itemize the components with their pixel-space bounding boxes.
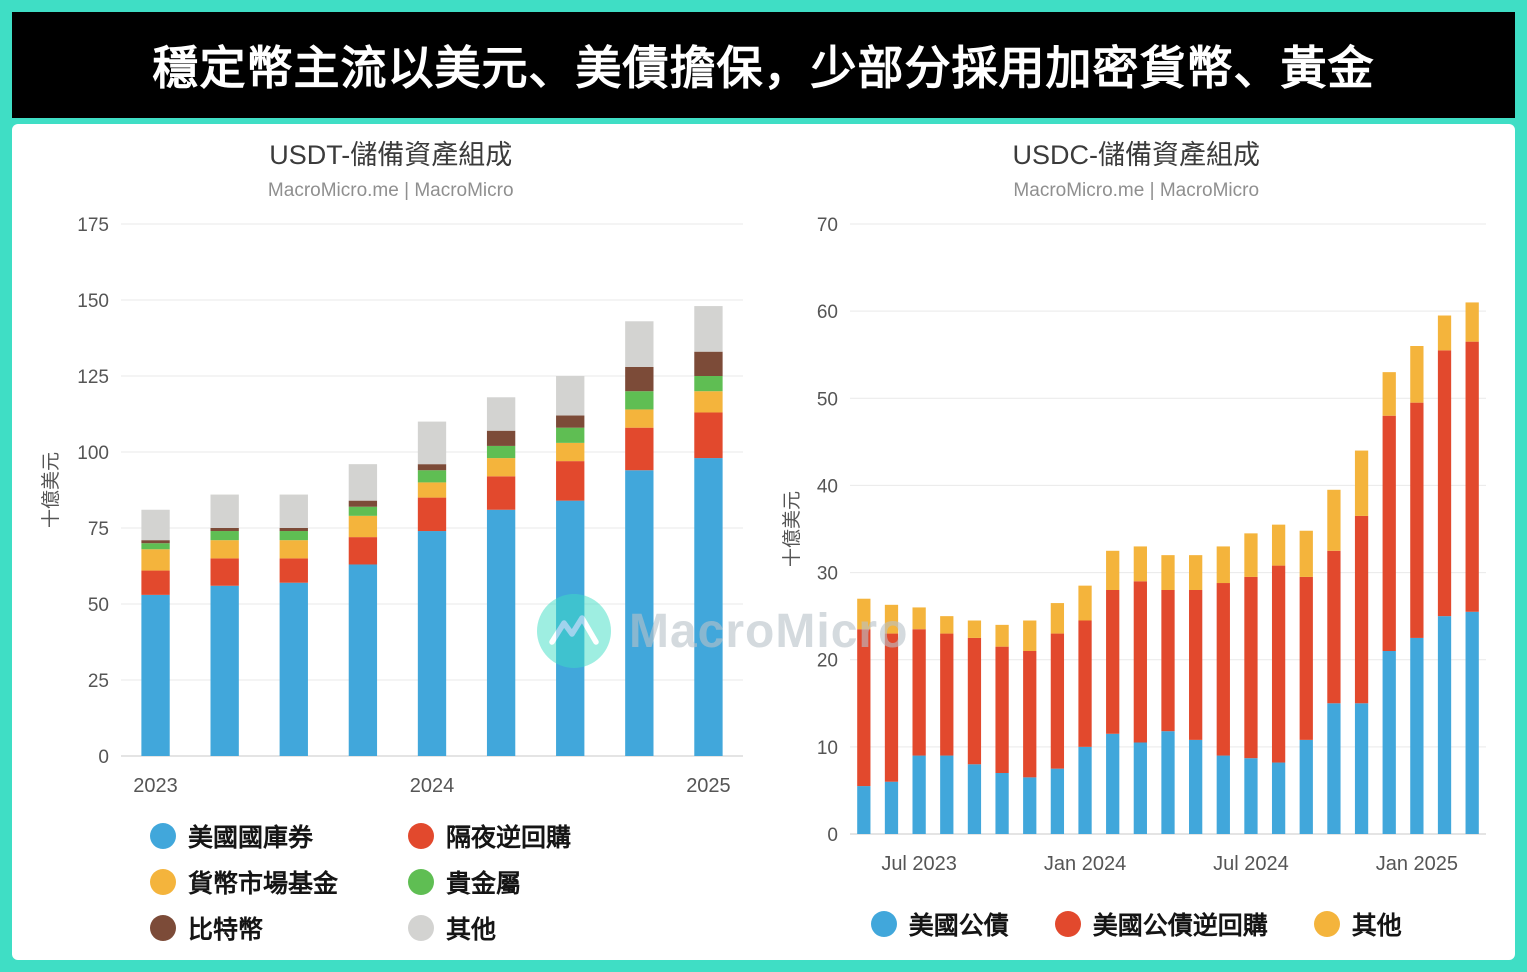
legend-color-dot [408, 869, 435, 895]
legend-item: 美國公債 [870, 906, 1009, 942]
svg-text:十億美元: 十億美元 [781, 491, 803, 567]
svg-text:Jul 2024: Jul 2024 [1213, 853, 1289, 875]
svg-text:50: 50 [88, 595, 109, 616]
svg-text:50: 50 [817, 389, 838, 410]
legend-item: 其他 [408, 910, 571, 946]
usdt-chart-legend: 美國國庫券 隔夜逆回購貨幣市場基金 貴金屬比特幣 其他 [18, 818, 764, 946]
svg-text:175: 175 [77, 215, 109, 236]
legend-item: 貨幣市場基金 [150, 864, 338, 900]
svg-text:40: 40 [817, 476, 838, 497]
legend-label: 貴金屬 [446, 870, 522, 898]
legend-item: 比特幣 [150, 910, 338, 946]
legend-color-dot [1313, 911, 1340, 937]
usdt-chart-subtitle: MacroMicro.me | MacroMicro [267, 180, 514, 201]
legend-label: 美國國庫券 [188, 824, 314, 852]
svg-text:75: 75 [88, 519, 109, 540]
charts-panel: USDT-儲備資產組成 MacroMicro.me | MacroMicro 0… [12, 124, 1515, 960]
svg-text:Jul 2023: Jul 2023 [882, 853, 958, 875]
legend-color-dot [150, 823, 176, 849]
svg-text:Jan 2024: Jan 2024 [1044, 853, 1126, 875]
legend-label: 貨幣市場基金 [188, 870, 339, 898]
legend-item: 美國公債逆回購 [1054, 906, 1268, 942]
legend-item: 美國國庫券 [150, 818, 338, 854]
svg-text:2023: 2023 [133, 775, 178, 797]
legend-label: 隔夜逆回購 [446, 824, 572, 852]
svg-text:0: 0 [98, 747, 109, 768]
legend-color-dot [150, 869, 176, 895]
svg-text:100: 100 [77, 443, 109, 464]
svg-text:70: 70 [817, 215, 838, 236]
legend-label: 比特幣 [188, 916, 264, 944]
legend-color-dot [870, 911, 897, 937]
legend-item: 隔夜逆回購 [408, 818, 571, 854]
legend-color-dot [150, 915, 176, 941]
usdt-chart-canvas: 0 25 50 75 100 125 150 175 2023 2024 2025 十億美元 [40, 215, 743, 797]
usdc-chart-subtitle: MacroMicro.me | MacroMicro [1013, 180, 1260, 201]
usdt-chart-section: USDT-儲備資產組成 MacroMicro.me | MacroMicro 0… [18, 134, 764, 950]
legend-label: 美國公債逆回購 [1092, 912, 1268, 940]
legend-color-dot [408, 823, 435, 849]
page-title: 穩定幣主流以美元、美債擔保，少部分採用加密貨幣、黃金 [152, 42, 1375, 94]
legend-item: 其他 [1313, 906, 1402, 942]
svg-text:2025: 2025 [686, 775, 731, 797]
legend-label: 美國公債 [908, 912, 1009, 940]
svg-text:十億美元: 十億美元 [40, 452, 62, 528]
svg-text:20: 20 [817, 651, 838, 672]
svg-text:2024: 2024 [410, 775, 455, 797]
legend-item: 貴金屬 [408, 864, 571, 900]
svg-text:125: 125 [77, 367, 109, 388]
svg-text:60: 60 [817, 302, 838, 323]
page-title-bar: 穩定幣主流以美元、美債擔保，少部分採用加密貨幣、黃金 [12, 12, 1515, 118]
usdt-chart-title: USDT-儲備資產組成 [269, 140, 513, 170]
legend-color-dot [408, 915, 435, 941]
legend-label: 其他 [446, 916, 497, 944]
svg-text:Jan 2025: Jan 2025 [1376, 853, 1458, 875]
svg-text:25: 25 [88, 671, 109, 692]
legend-label: 其他 [1351, 912, 1402, 940]
svg-text:0: 0 [828, 825, 839, 846]
legend-color-dot [1054, 911, 1081, 937]
usdc-chart-title: USDC-儲備資產組成 [1012, 140, 1261, 170]
usdc-chart-section: USDC-儲備資產組成 MacroMicro.me | MacroMicro 0… [764, 134, 1510, 950]
usdc-chart-canvas: 0 10 20 30 40 50 60 70 Jul 2023 Jan 2024 Jul 2024 J… [781, 215, 1487, 875]
svg-text:30: 30 [817, 564, 838, 585]
svg-text:150: 150 [77, 291, 109, 312]
usdc-chart-legend: 美國公債 美國公債逆回購 其他 [764, 906, 1510, 942]
svg-text:10: 10 [817, 738, 838, 759]
